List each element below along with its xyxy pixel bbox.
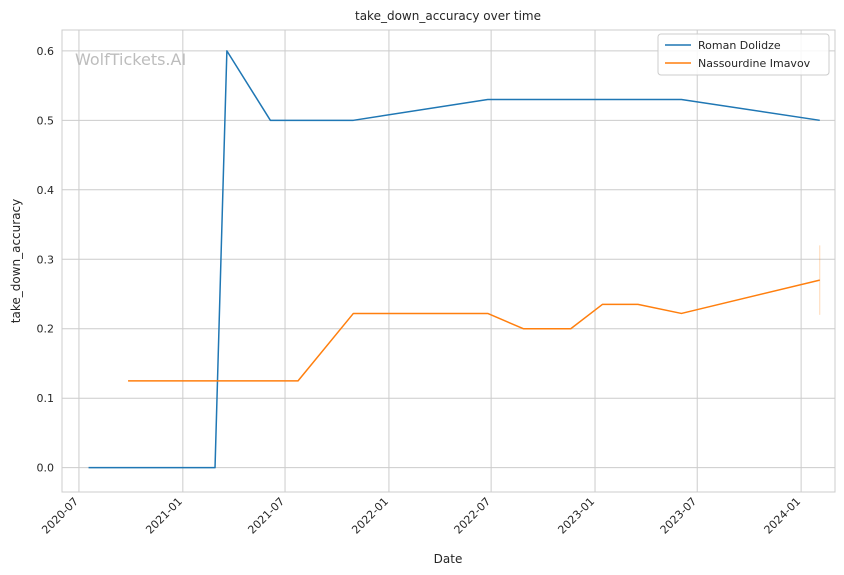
chart-title: take_down_accuracy over time xyxy=(355,9,541,23)
plot-frame xyxy=(61,29,836,493)
x-axis-label: Date xyxy=(434,552,463,566)
y-tick-label: 0.6 xyxy=(37,45,55,58)
grid xyxy=(62,30,835,492)
legend-box xyxy=(657,33,830,76)
watermark: WolfTickets.AI xyxy=(75,50,186,69)
legend-label-roman-dolidze: Roman Dolidze xyxy=(698,39,781,52)
y-tick-label: 0.3 xyxy=(37,253,55,266)
plot-background xyxy=(62,30,835,492)
y-axis: 0.0 0.1 0.2 0.3 0.4 0.5 0.6 xyxy=(37,45,55,475)
y-tick-label: 0.0 xyxy=(37,462,55,475)
y-tick-label: 0.2 xyxy=(37,323,55,336)
series-line-nassourdine-imavov xyxy=(128,279,820,382)
y-tick-label: 0.4 xyxy=(37,184,55,197)
series-group xyxy=(88,50,821,469)
series-line-roman-dolidze xyxy=(88,50,820,469)
legend-label-nassourdine-imavov: Nassourdine Imavov xyxy=(698,57,811,70)
legend: Roman Dolidze Nassourdine Imavov xyxy=(657,33,830,76)
y-tick-label: 0.5 xyxy=(37,114,55,127)
y-tick-label: 0.1 xyxy=(37,392,55,405)
y-axis-label: take_down_accuracy xyxy=(9,199,23,323)
